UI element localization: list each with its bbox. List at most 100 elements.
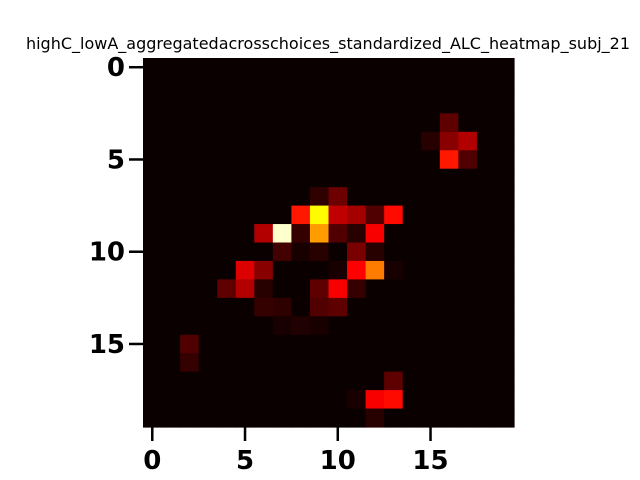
- heatmap-cell: [143, 150, 163, 170]
- heatmap-cell: [458, 187, 478, 207]
- heatmap-cell: [235, 187, 255, 207]
- heatmap-cell: [365, 187, 385, 207]
- heatmap-cell: [328, 353, 348, 373]
- heatmap-cell: [384, 371, 404, 391]
- heatmap-cell: [347, 353, 367, 373]
- heatmap-cell: [495, 353, 515, 373]
- heatmap-cell: [291, 390, 311, 410]
- heatmap-cell: [198, 390, 218, 410]
- heatmap-cell: [309, 113, 330, 133]
- heatmap-cell: [254, 371, 274, 391]
- heatmap-cell: [402, 242, 422, 262]
- heatmap-cell: [143, 353, 163, 373]
- heatmap-cell: [402, 316, 422, 336]
- heatmap-cell: [198, 187, 218, 207]
- heatmap-cell: [384, 260, 404, 280]
- heatmap-cell: [291, 187, 311, 207]
- heatmap-cell: [309, 390, 330, 410]
- heatmap-cell: [291, 150, 311, 170]
- heatmap-cell: [309, 297, 330, 317]
- heatmap-cell: [291, 334, 311, 354]
- heatmap-cell: [328, 279, 348, 299]
- heatmap-cell: [458, 371, 478, 391]
- heatmap-cell: [347, 242, 367, 262]
- heatmap-cell: [180, 297, 200, 317]
- heatmap-cell: [161, 76, 181, 96]
- heatmap-cell: [495, 297, 515, 317]
- heatmap-cell: [291, 58, 311, 78]
- heatmap-cell: [402, 113, 422, 133]
- heatmap-cell: [495, 76, 515, 96]
- y-tick-label: 10: [89, 238, 125, 268]
- heatmap-cell: [439, 76, 459, 96]
- heatmap-cell: [217, 297, 237, 317]
- heatmap-cell: [495, 224, 515, 244]
- heatmap-cell: [402, 334, 422, 354]
- heatmap-cell: [309, 279, 330, 299]
- heatmap-cell: [198, 113, 218, 133]
- heatmap-cell: [495, 316, 515, 336]
- heatmap-cell: [421, 58, 441, 78]
- heatmap-cell: [365, 150, 385, 170]
- heatmap-cell: [291, 205, 311, 225]
- heatmap-cell: [439, 131, 459, 151]
- heatmap-cell: [476, 390, 497, 410]
- heatmap-cell: [198, 260, 218, 280]
- heatmap-cell: [365, 408, 385, 428]
- heatmap-cell: [347, 113, 367, 133]
- heatmap-cell: [476, 408, 497, 428]
- heatmap-cell: [328, 58, 348, 78]
- heatmap-cell: [272, 187, 292, 207]
- heatmap-cell: [328, 334, 348, 354]
- heatmap-cell: [476, 371, 497, 391]
- heatmap-cell: [365, 168, 385, 188]
- heatmap-cell: [439, 187, 459, 207]
- heatmap-cell: [235, 353, 255, 373]
- heatmap-cell: [309, 408, 330, 428]
- heatmap-cell: [254, 150, 274, 170]
- heatmap-cell: [291, 168, 311, 188]
- heatmap-cell: [161, 205, 181, 225]
- heatmap-cell: [402, 58, 422, 78]
- heatmap-cell: [143, 408, 163, 428]
- heatmap-cell: [143, 76, 163, 96]
- heatmap-cell: [402, 224, 422, 244]
- heatmap-cell: [384, 94, 404, 114]
- heatmap-cell: [180, 113, 200, 133]
- heatmap-cell: [235, 408, 255, 428]
- heatmap-cell: [309, 353, 330, 373]
- heatmap-cell: [458, 279, 478, 299]
- heatmap-cell: [309, 131, 330, 151]
- heatmap-cell: [495, 279, 515, 299]
- heatmap-cell: [254, 58, 274, 78]
- heatmap-cell: [272, 224, 292, 244]
- heatmap-cell: [402, 131, 422, 151]
- heatmap-cell: [143, 242, 163, 262]
- heatmap-cell: [291, 408, 311, 428]
- heatmap-cell: [328, 242, 348, 262]
- heatmap-cell: [476, 279, 497, 299]
- heatmap-cell: [143, 58, 163, 78]
- heatmap-cell: [458, 242, 478, 262]
- heatmap-cell: [328, 390, 348, 410]
- heatmap-cell: [180, 131, 200, 151]
- heatmap-cell: [495, 187, 515, 207]
- heatmap-cell: [421, 316, 441, 336]
- heatmap-cell: [309, 150, 330, 170]
- heatmap-cell: [254, 260, 274, 280]
- heatmap-cell: [143, 334, 163, 354]
- heatmap-cell: [217, 150, 237, 170]
- heatmap-cell: [235, 76, 255, 96]
- heatmap-cell: [254, 242, 274, 262]
- heatmap-cell: [421, 113, 441, 133]
- heatmap-cell: [217, 58, 237, 78]
- heatmap-cell: [458, 58, 478, 78]
- heatmap-cell: [161, 150, 181, 170]
- heatmap-cell: [495, 113, 515, 133]
- heatmap-cell: [421, 94, 441, 114]
- heatmap-cell: [272, 334, 292, 354]
- heatmap-cell: [217, 390, 237, 410]
- heatmap-cell: [384, 205, 404, 225]
- heatmap-cell: [272, 150, 292, 170]
- heatmap-cell: [384, 316, 404, 336]
